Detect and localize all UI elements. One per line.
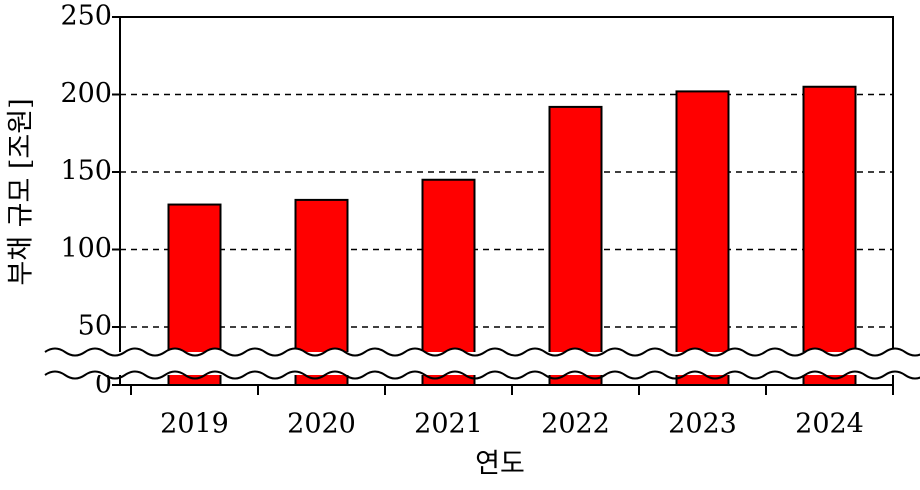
bar: [548, 105, 603, 387]
bar: [802, 85, 857, 386]
plot-frame: [119, 16, 894, 386]
x-tick-label: 2022: [541, 409, 610, 440]
x-tick-label: 2021: [414, 409, 483, 440]
axis-break-fill: [45, 352, 915, 375]
y-tick-label: 200: [60, 78, 112, 109]
y-axis-label: 부채 규모 [조원]: [6, 98, 37, 285]
x-tick-label: 2020: [287, 409, 356, 440]
y-tick-label: 50: [78, 311, 112, 342]
x-tick-label: 2019: [160, 409, 229, 440]
bar: [675, 90, 730, 387]
x-axis-label: 연도: [475, 449, 525, 480]
y-tick-label: 250: [60, 1, 112, 32]
y-tick-label: 100: [60, 233, 112, 264]
axis-break-line: [44, 347, 920, 357]
x-tick-label: 2023: [668, 409, 737, 440]
y-tick-label: 150: [60, 156, 112, 187]
axis-break-line: [44, 370, 920, 380]
x-tick-label: 2024: [795, 409, 864, 440]
